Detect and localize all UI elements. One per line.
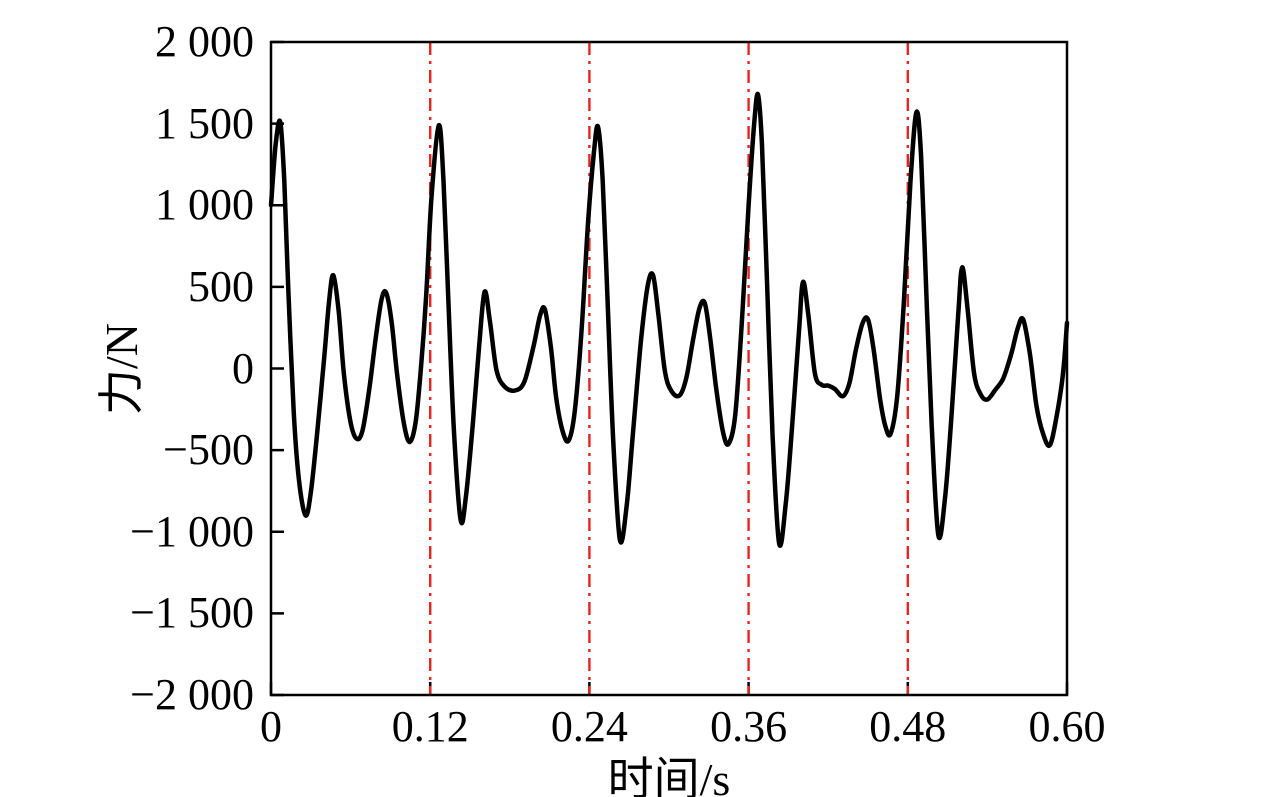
y-axis-title: 力/N: [96, 322, 147, 415]
x-tick-label: 0.36: [710, 702, 788, 751]
plot-border: [269, 40, 1069, 697]
force-curve: [268, 91, 1070, 548]
x-axis-title: 时间/s: [607, 754, 731, 797]
y-tick-label: −500: [163, 425, 254, 475]
y-tick-label: −2 000: [130, 670, 254, 719]
y-tick-label: 0: [232, 343, 254, 393]
x-tick-label: 0: [260, 702, 282, 751]
x-tick-label: 0.12: [391, 702, 469, 751]
y-tick-label: 2 000: [155, 17, 254, 66]
y-tick-label: −1 000: [130, 506, 254, 556]
x-tick-label: 0.48: [869, 702, 947, 751]
y-tick-label: −1 500: [130, 588, 254, 638]
y-tick-label: 500: [188, 261, 254, 311]
y-tick-label: 1 500: [155, 98, 254, 148]
x-tick-label: 0.60: [1028, 702, 1106, 751]
x-tick-label: 0.24: [550, 702, 628, 751]
y-tick-label: 1 000: [155, 180, 254, 230]
